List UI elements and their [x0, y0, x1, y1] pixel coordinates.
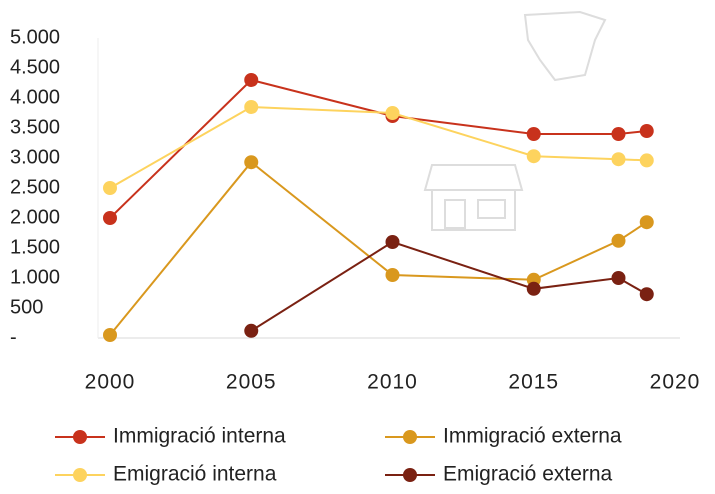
data-point	[611, 271, 626, 285]
series-line	[109, 78, 647, 219]
y-tick-label: 3.000	[10, 146, 60, 168]
data-point	[639, 287, 654, 302]
store-icon	[423, 164, 524, 231]
y-tick-label: 4.500	[10, 56, 60, 78]
x-tick-label: 2005	[226, 371, 277, 394]
data-point	[611, 127, 626, 141]
series-line	[109, 105, 647, 189]
legend-label: Immigració interna	[113, 425, 286, 448]
data-point	[639, 153, 654, 168]
data-point	[103, 211, 117, 225]
y-tick-label: 5.000	[10, 26, 60, 48]
y-tick-label: 2.500	[10, 176, 60, 198]
data-point	[244, 100, 259, 114]
data-point	[526, 281, 541, 296]
background-icons	[423, 10, 607, 231]
x-tick-label: 2015	[508, 371, 559, 394]
map-icon	[523, 10, 607, 82]
y-tick-label: 1.500	[10, 236, 60, 258]
data-point	[526, 127, 541, 141]
data-point	[611, 152, 626, 167]
data-point	[611, 233, 626, 248]
data-point	[244, 323, 259, 338]
y-tick-label: 2.000	[10, 206, 60, 228]
x-tick-label: 2010	[367, 371, 418, 394]
legend-marker	[73, 430, 87, 444]
data-point	[244, 155, 259, 170]
data-point	[244, 73, 259, 87]
legend-label: Emigració externa	[443, 463, 613, 486]
y-tick-label: 500	[10, 296, 43, 318]
x-tick-label: 2000	[85, 371, 136, 394]
legend-marker	[403, 468, 417, 482]
data-point	[639, 124, 654, 138]
data-point	[385, 235, 400, 249]
y-tick-label: 4.000	[10, 86, 60, 108]
x-tick-label: 2020	[650, 371, 701, 394]
data-point	[103, 181, 117, 195]
data-point	[385, 106, 400, 120]
series-line	[109, 160, 648, 336]
data-point	[385, 268, 400, 282]
legend-label: Immigració externa	[443, 425, 622, 448]
y-tick-label: -	[10, 326, 17, 348]
legend-marker	[73, 468, 87, 482]
data-point	[639, 215, 654, 230]
legend-marker	[403, 430, 417, 444]
y-tick-label: 3.500	[10, 116, 60, 138]
data-point	[103, 328, 117, 342]
y-tick-label: 1.000	[10, 266, 60, 288]
data-point	[526, 149, 541, 164]
legend-label: Emigració interna	[113, 463, 277, 486]
